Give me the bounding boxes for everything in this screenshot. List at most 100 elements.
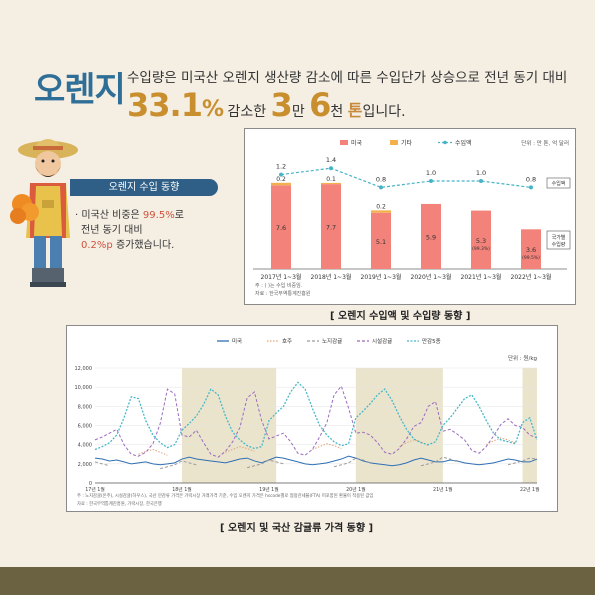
legend-label: 수입액: [455, 139, 472, 147]
price-chart: 0 2,000 4,000 6,000 8,000 10,000 12,000 17년 1월 1…: [75, 337, 540, 507]
line-series: [94, 461, 110, 467]
chart-note: 주 : 노지감귤(온주), 시설감귤(하우스), 국산 만감류 가격은 가락시장…: [77, 492, 373, 499]
line-label: 1.2: [276, 163, 286, 171]
y-tick-label: 4,000: [78, 443, 92, 449]
line-point: [529, 185, 533, 190]
line-point: [329, 166, 333, 171]
bar-label: 5.9: [426, 233, 436, 241]
legend-label: 기타: [401, 139, 413, 147]
line-series: [420, 456, 458, 467]
bar-sublabel: (99.3%): [472, 246, 490, 252]
price-chart-caption: [ 오렌지 및 국산 감귤류 가격 동향 ]: [220, 523, 374, 534]
line-label: 1.0: [426, 169, 436, 177]
x-tick-label: 2017년 1~3월: [261, 273, 302, 281]
bar-label-other: 0.2: [276, 176, 286, 183]
headline-mid: 감소한: [223, 104, 271, 120]
line-series: [247, 459, 284, 469]
y-tick-label: 12,000: [75, 366, 93, 372]
chart-note: 자료 : 한국무역통계진흥원, 가락시장, 한국은행: [77, 500, 162, 507]
bar-other: [371, 210, 391, 213]
headline-line2: 33.1% 감소한 3만 6천 톤입니다.: [127, 86, 406, 124]
headline-ton: 톤: [347, 101, 363, 120]
bullet-change: 0.2%p: [81, 240, 113, 251]
side-label-box: [546, 177, 571, 189]
import-chart-box: 미국 기타 수입액 단위 : 만 톤, 억 달러 7.6 0.2 2017년 1~3월 1.2…: [244, 128, 576, 305]
line-label: 1.0: [476, 169, 486, 177]
side-label: 수입액: [552, 180, 566, 187]
legend-swatch: [390, 140, 398, 145]
bar-label: 7.6: [276, 224, 286, 232]
section-badge: 오렌지 수입 동향: [70, 179, 218, 196]
x-tick-label: 22년 1월: [520, 486, 540, 493]
bar-label: 7.7: [326, 224, 336, 232]
x-tick-label: 17년 1월: [85, 486, 105, 493]
x-tick-label: 2022년 1~3월: [511, 273, 552, 281]
chart-note: 주 : ( )는 수입 비중임.: [255, 282, 303, 289]
headline-unit2: 천: [330, 104, 348, 120]
bullet-text: · 미국산 비중은 99.5%로 전년 동기 대비 0.2%p 증가했습니다.: [75, 208, 225, 253]
y-tick-label: 0: [89, 481, 92, 487]
line-series: [94, 381, 538, 451]
bar-label: 3.6: [526, 246, 536, 254]
x-tick-label: 19년 1월: [259, 486, 279, 493]
x-tick-label: 2018년 1~3월: [311, 273, 352, 281]
bar-other: [271, 182, 291, 186]
line-series: [507, 457, 538, 466]
headline-unit1: 만: [291, 104, 310, 120]
bullet-line3: 증가했습니다.: [112, 240, 175, 251]
bar-us: [271, 185, 291, 269]
legend-swatch: [443, 140, 447, 145]
footer-band: [0, 567, 595, 595]
x-tick-label: 18년 1월: [172, 486, 192, 493]
legend-label: 만감5종: [422, 337, 441, 345]
line-series: [94, 385, 538, 458]
import-chart-caption: [ 오렌지 수입액 및 수입량 동향 ]: [330, 311, 471, 322]
line-label: 1.4: [326, 156, 336, 164]
bullet-pct: 99.5%: [142, 210, 175, 221]
x-tick-label: 2021년 1~3월: [461, 273, 502, 281]
legend-label: 미국: [351, 139, 363, 147]
legend-swatch: [340, 140, 348, 145]
x-tick-label: 20년 1월: [346, 486, 366, 493]
bar-us: [421, 203, 441, 269]
chart-note: 자료 : 한국무역통계진흥원: [255, 290, 311, 297]
farmer-illustration: [10, 139, 78, 287]
line-point: [379, 185, 383, 190]
line-series: [225, 446, 255, 453]
bar-us: [471, 210, 491, 269]
line-series: [160, 460, 197, 470]
line-label: 0.8: [526, 175, 536, 183]
side-label-box: [546, 230, 571, 250]
bar-label: 5.3: [476, 237, 486, 245]
bar-other: [321, 182, 341, 185]
bar-us: [371, 212, 391, 269]
line-series: [399, 439, 429, 448]
bullet-suffix: 로: [174, 210, 184, 221]
legend-label: 미국: [232, 337, 242, 345]
bar-label: 5.1: [376, 238, 386, 246]
chart-unit: 단위 : 만 톤, 억 달러: [521, 139, 569, 147]
y-tick-label: 8,000: [78, 404, 92, 410]
bullet-prefix: · 미국산 비중은: [75, 210, 143, 221]
side-label: 수입량: [552, 241, 566, 248]
y-tick-label: 6,000: [78, 424, 92, 430]
bar-label-other: 0.2: [376, 203, 386, 210]
price-chart-box: 0 2,000 4,000 6,000 8,000 10,000 12,000 17년 1월 1…: [66, 325, 558, 512]
line-point: [429, 179, 433, 183]
chart-unit: 단위 : 원/kg: [508, 354, 537, 362]
line-series: [312, 443, 342, 450]
line-point: [479, 179, 483, 183]
headline-num2: 6: [309, 86, 331, 124]
page-title: 오렌지: [34, 70, 126, 110]
x-tick-label: 2020년 1~3월: [411, 273, 452, 281]
line-series: [280, 167, 532, 189]
headline-percent-unit: %: [201, 97, 224, 122]
bar-us: [321, 184, 341, 269]
legend-label: 호주: [282, 338, 292, 345]
side-label: 국가별: [552, 234, 566, 241]
legend-label: 노지감귤: [322, 337, 342, 345]
line-series: [94, 455, 538, 467]
headline-end: 입니다.: [362, 104, 406, 120]
bar-label-other: 0.1: [326, 176, 336, 183]
bullet-line2: 전년 동기 대비: [81, 225, 143, 236]
